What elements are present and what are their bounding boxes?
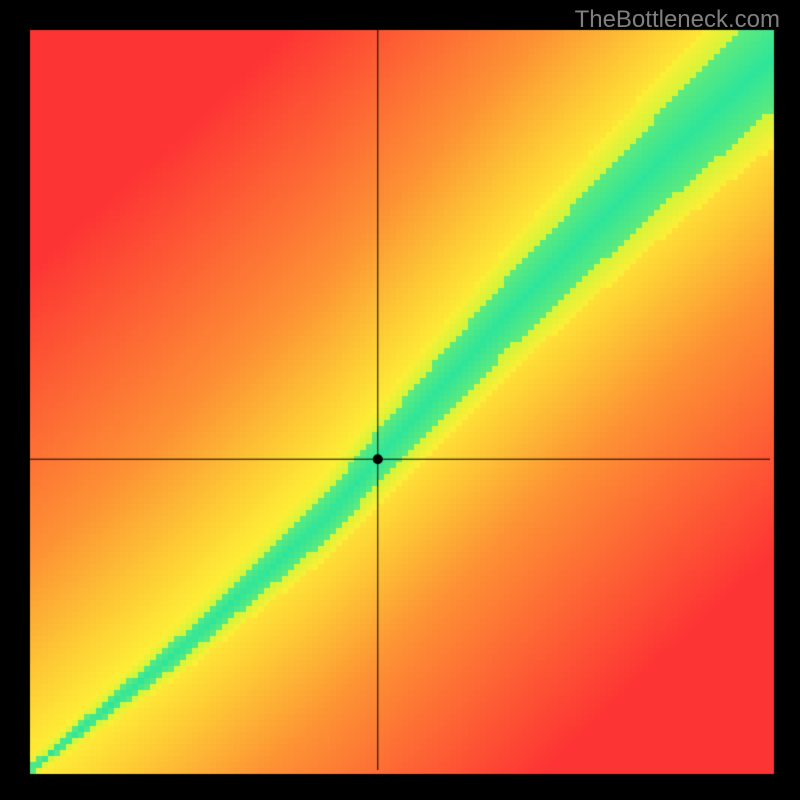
chart-container: TheBottleneck.com — [0, 0, 800, 800]
bottleneck-heatmap — [0, 0, 800, 800]
watermark-text: TheBottleneck.com — [575, 6, 780, 34]
